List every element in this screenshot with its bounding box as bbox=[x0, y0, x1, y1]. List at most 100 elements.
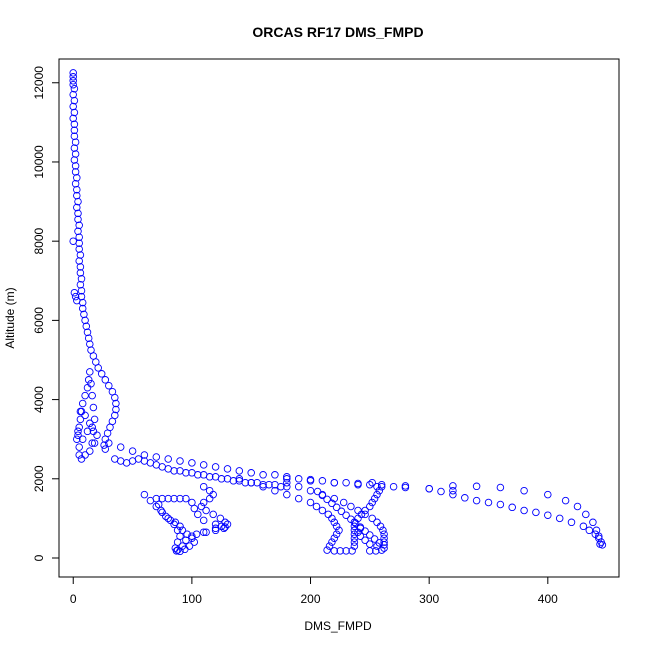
data-point bbox=[81, 411, 89, 420]
data-point bbox=[76, 251, 85, 259]
data-point bbox=[379, 526, 387, 535]
data-point bbox=[235, 475, 244, 483]
data-point bbox=[172, 547, 181, 555]
data-point bbox=[335, 526, 343, 535]
data-point bbox=[87, 379, 95, 388]
data-point bbox=[211, 520, 220, 529]
data-point bbox=[111, 393, 119, 402]
data-point bbox=[294, 494, 303, 503]
data-point bbox=[361, 506, 369, 515]
data-point bbox=[336, 547, 344, 555]
data-point bbox=[76, 263, 85, 271]
data-point bbox=[508, 503, 516, 512]
data-point bbox=[318, 506, 327, 515]
data-point bbox=[71, 179, 80, 188]
data-point bbox=[75, 233, 83, 241]
data-point bbox=[283, 478, 291, 487]
data-point bbox=[361, 510, 369, 519]
data-point bbox=[373, 490, 381, 499]
y-tick-label: 12000 bbox=[32, 66, 46, 100]
data-point bbox=[90, 415, 99, 424]
data-point bbox=[185, 542, 194, 550]
data-point bbox=[181, 545, 189, 554]
data-point bbox=[74, 209, 82, 218]
data-point bbox=[380, 530, 388, 538]
data-point bbox=[75, 221, 83, 230]
data-point bbox=[520, 486, 528, 495]
data-points bbox=[69, 69, 607, 556]
data-point bbox=[366, 502, 374, 511]
data-point bbox=[589, 518, 597, 527]
data-point bbox=[347, 515, 355, 523]
data-point bbox=[339, 498, 348, 507]
data-point bbox=[74, 431, 82, 439]
data-point bbox=[347, 502, 355, 511]
data-point bbox=[71, 292, 80, 301]
data-point bbox=[166, 516, 175, 525]
chart-title: ORCAS RF17 DMS_FMPD bbox=[252, 24, 423, 40]
data-point bbox=[86, 340, 94, 348]
data-point bbox=[75, 443, 83, 451]
data-point bbox=[401, 483, 410, 492]
data-point bbox=[83, 383, 92, 392]
plot-box bbox=[58, 58, 620, 578]
data-point bbox=[78, 435, 87, 443]
data-point bbox=[78, 304, 87, 313]
data-point bbox=[71, 162, 80, 170]
data-point bbox=[78, 399, 87, 408]
data-point bbox=[332, 530, 341, 538]
data-point bbox=[472, 496, 481, 505]
data-point bbox=[76, 407, 85, 416]
data-point bbox=[472, 482, 481, 491]
data-point bbox=[217, 475, 226, 483]
data-point bbox=[205, 473, 214, 481]
data-point bbox=[73, 185, 81, 194]
data-point bbox=[449, 482, 457, 490]
data-point bbox=[76, 415, 85, 424]
data-point bbox=[157, 506, 165, 515]
data-point bbox=[70, 108, 79, 117]
data-point bbox=[69, 69, 77, 77]
data-point bbox=[182, 494, 190, 503]
data-point bbox=[74, 427, 82, 436]
data-point bbox=[97, 370, 106, 378]
data-point bbox=[190, 538, 199, 546]
data-point bbox=[84, 376, 93, 384]
data-point bbox=[283, 490, 291, 499]
data-point bbox=[75, 239, 83, 247]
data-point bbox=[294, 482, 303, 491]
data-point bbox=[178, 526, 187, 535]
x-tick-label: 200 bbox=[301, 592, 321, 606]
data-point bbox=[176, 494, 184, 503]
data-point bbox=[199, 528, 208, 536]
data-point bbox=[241, 478, 250, 487]
data-point bbox=[595, 532, 603, 540]
data-point bbox=[375, 486, 384, 495]
data-point bbox=[94, 364, 102, 372]
data-point bbox=[83, 328, 92, 337]
data-point bbox=[259, 480, 267, 489]
x-tick-label: 100 bbox=[182, 592, 202, 606]
data-point bbox=[330, 494, 339, 503]
data-point bbox=[69, 90, 77, 99]
data-point bbox=[313, 487, 322, 496]
data-point bbox=[271, 471, 279, 479]
data-point bbox=[373, 518, 381, 527]
data-point bbox=[194, 471, 202, 479]
data-point bbox=[370, 535, 379, 543]
data-point bbox=[71, 138, 80, 146]
data-point bbox=[328, 538, 336, 546]
data-point bbox=[71, 168, 80, 176]
data-point bbox=[342, 478, 350, 487]
data-point bbox=[171, 518, 180, 527]
data-point bbox=[373, 482, 381, 491]
data-point bbox=[199, 482, 208, 491]
data-point bbox=[380, 544, 388, 552]
data-point bbox=[361, 536, 369, 544]
data-point bbox=[76, 280, 85, 289]
data-point bbox=[354, 506, 362, 515]
data-point bbox=[77, 275, 86, 283]
data-point bbox=[105, 439, 113, 447]
data-point bbox=[223, 465, 232, 473]
data-point bbox=[73, 296, 81, 305]
